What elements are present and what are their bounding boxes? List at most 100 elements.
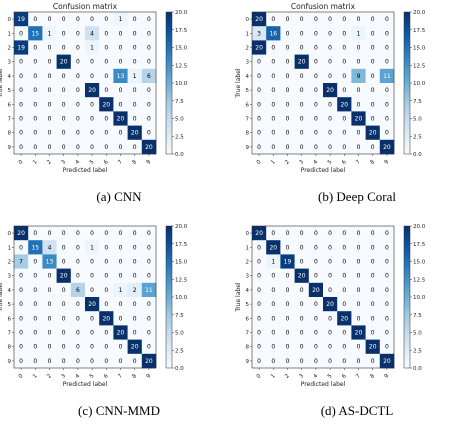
cell-value-label: 1: [119, 287, 123, 294]
colorbar: [165, 11, 173, 155]
heatmap-cell: [113, 125, 128, 141]
heatmap-cell: [28, 325, 43, 340]
cell-value-label: 0: [90, 230, 94, 237]
heatmap-cell: [351, 311, 366, 326]
heatmap-cell: [28, 54, 43, 70]
y-tick-label: 4: [246, 74, 250, 80]
cell-value-label: 0: [314, 301, 318, 308]
heatmap-cell: [351, 240, 366, 255]
cell-value-label: 0: [271, 315, 275, 322]
x-tick-label: 2: [284, 373, 291, 380]
cell-value-label: 0: [147, 16, 151, 23]
heatmap-cell: [113, 254, 128, 269]
cell-value-label: 0: [286, 87, 290, 94]
cell-value-label: 11: [383, 73, 391, 80]
cell-value-label: 0: [76, 73, 80, 80]
colorbar-tick-label: 2.5: [413, 134, 422, 140]
heatmap-cell: [337, 97, 352, 112]
cell-value-label: 0: [328, 30, 332, 37]
heatmap-cell: [365, 254, 381, 269]
cell-value-label: 0: [286, 315, 290, 322]
heatmap-cell: [365, 111, 381, 126]
heatmap-cell: [113, 111, 128, 126]
cell-value-label: 0: [342, 30, 346, 37]
y-tick-label: 3: [8, 60, 12, 66]
heatmap-cell: [365, 68, 381, 84]
cell-value-label: 0: [300, 301, 304, 308]
heatmap-cell: [365, 282, 381, 298]
heatmap-cell: [308, 240, 324, 255]
cell-value-label: 0: [300, 344, 304, 351]
heatmap-cell: [351, 282, 366, 298]
cell-value-label: 0: [342, 259, 346, 266]
heatmap-cell: [308, 353, 324, 369]
heatmap-cell: [70, 125, 86, 141]
cell-value-label: 0: [33, 16, 37, 23]
heatmap-cell: [308, 297, 324, 312]
x-tick-label: 4: [75, 373, 82, 380]
x-tick-label: 2: [46, 373, 53, 380]
heatmap-cell: [351, 40, 366, 55]
cell-value-label: 0: [76, 87, 80, 94]
heatmap-cell: [280, 40, 295, 55]
cell-value-label: 0: [90, 330, 94, 337]
heatmap-cell: [379, 339, 395, 355]
cell-value-label: 0: [357, 287, 361, 294]
heatmap-cell: [351, 226, 366, 241]
heatmap-cell: [113, 139, 128, 155]
cell-value-label: 20: [60, 273, 68, 280]
cell-value-label: 0: [286, 144, 290, 151]
cell-value-label: 11: [145, 287, 153, 294]
heatmap-cell: [70, 297, 86, 312]
heatmap-cell: [337, 240, 352, 255]
heatmap-cell: [323, 353, 338, 369]
heatmap-cell: [141, 68, 157, 84]
cell-value-label: 0: [357, 259, 361, 266]
heatmap-cell: [266, 339, 281, 355]
cell-value-label: 0: [257, 273, 261, 280]
heatmap-cell: [70, 325, 86, 340]
heatmap-cell: [141, 311, 157, 326]
cell-value-label: 0: [385, 273, 389, 280]
cell-value-label: 0: [286, 244, 290, 251]
heatmap-cell: [280, 12, 295, 27]
colorbar-tick-label: 15.0: [175, 260, 188, 266]
heatmap-cell: [294, 297, 310, 312]
y-tick-label: 5: [8, 88, 12, 94]
heatmap-cell: [266, 125, 281, 141]
cell-value-label: 0: [357, 315, 361, 322]
cell-value-label: 0: [371, 230, 375, 237]
heatmap-cell: [99, 282, 114, 298]
cell-value-label: 0: [314, 101, 318, 108]
x-tick-label: 0: [18, 373, 25, 380]
cell-value-label: 0: [286, 73, 290, 80]
panel-caption: (c) CNN-MMD: [78, 403, 160, 418]
colorbar-tick-label: 17.5: [413, 28, 426, 34]
heatmap-cell: [308, 125, 324, 141]
heatmap-cell: [141, 125, 157, 141]
heatmap-cell: [99, 254, 114, 269]
y-tick-label: 3: [246, 274, 250, 280]
heatmap-cell: [252, 139, 267, 155]
cell-value-label: 0: [48, 45, 52, 52]
heatmap-cell: [113, 297, 128, 312]
y-tick-label: 0: [8, 231, 12, 237]
heatmap-cell: [70, 254, 86, 269]
y-tick-label: 7: [246, 117, 250, 123]
heatmap-cell: [14, 240, 29, 255]
heatmap-cell: [266, 240, 281, 255]
cell-value-label: 0: [314, 130, 318, 137]
colorbar-tick-label: 10.0: [175, 81, 188, 87]
cell-value-label: 0: [76, 144, 80, 151]
y-tick-label: 4: [8, 288, 12, 294]
heatmap-cell: [280, 97, 295, 112]
cell-value-label: 0: [104, 144, 108, 151]
heatmap-cell: [252, 297, 267, 312]
heatmap-cell: [337, 111, 352, 126]
cell-value-label: 0: [385, 101, 389, 108]
cell-value-label: 0: [76, 344, 80, 351]
heatmap-cell: [379, 125, 395, 141]
heatmap-cell: [56, 68, 72, 84]
heatmap-cell: [99, 125, 114, 141]
heatmap-cell: [323, 111, 338, 126]
